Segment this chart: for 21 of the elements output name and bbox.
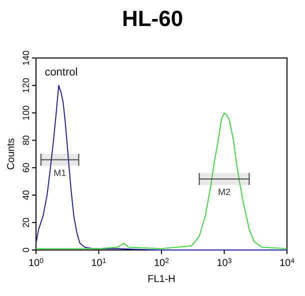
- x-tick-label: 10$^{4}$: [279, 258, 295, 269]
- y-tick-label: 40: [21, 190, 31, 200]
- y-tick-label: 80: [21, 135, 31, 146]
- chart-title: HL-60: [122, 6, 184, 31]
- series-label: control: [44, 66, 78, 78]
- y-axis-title: Counts: [6, 138, 17, 170]
- x-tick-label: 10$^{0}$: [28, 258, 44, 269]
- y-tick-label: 60: [21, 162, 31, 173]
- x-tick-label: 10$^{3}$: [216, 258, 232, 269]
- x-tick-label: 10$^{1}$: [91, 258, 106, 269]
- y-tick-label: 120: [21, 78, 31, 93]
- gate-bracket: M1: [40, 153, 80, 178]
- x-axis-title: FL1-H: [148, 274, 176, 285]
- band-label: M2: [218, 186, 231, 197]
- y-tick-label: 100: [21, 105, 31, 120]
- y-tick-label: 20: [21, 218, 31, 228]
- x-tick-label: 10$^{2}$: [154, 258, 170, 269]
- gate-bracket: M2: [198, 172, 250, 197]
- y-tick-label: 0: [21, 247, 31, 253]
- band-label: M1: [54, 168, 66, 178]
- y-tick-label: 140: [21, 50, 31, 66]
